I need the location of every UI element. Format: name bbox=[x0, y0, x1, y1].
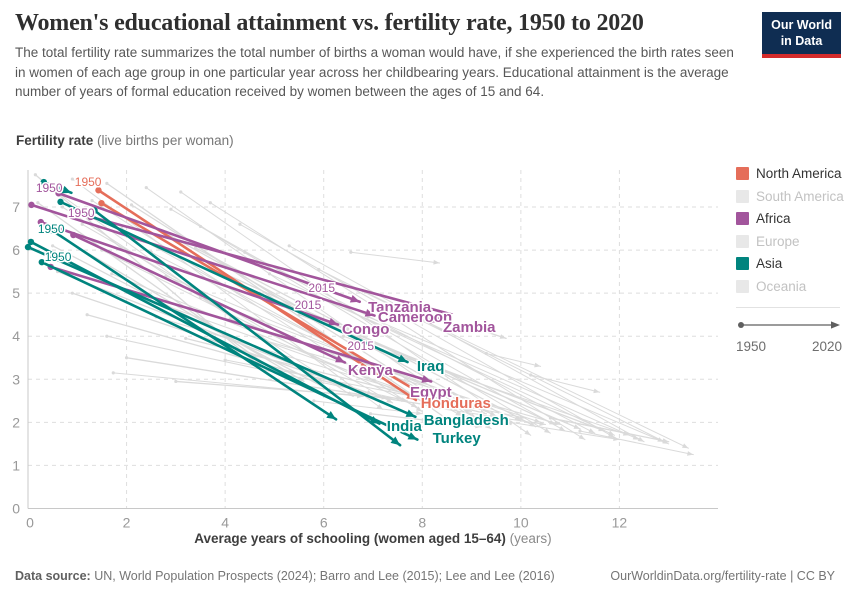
legend-label: Oceania bbox=[756, 278, 807, 294]
year-label: 1950 bbox=[45, 250, 72, 264]
country-label-india[interactable]: India bbox=[385, 416, 424, 436]
y-axis-title: Fertility rate (live births per woman) bbox=[16, 133, 234, 148]
trail-bangladesh[interactable] bbox=[24, 243, 417, 419]
y-tick-label: 7 bbox=[12, 199, 20, 215]
country-label-turkey[interactable]: Turkey bbox=[431, 428, 483, 448]
x-tick-label: 0 bbox=[26, 515, 34, 531]
timeline-end-label: 2020 bbox=[811, 338, 842, 354]
x-tick-label: 4 bbox=[221, 515, 229, 531]
x-axis-title: Average years of schooling (women aged 1… bbox=[28, 531, 718, 546]
year-label: 2015 bbox=[347, 339, 374, 353]
trail-tanzania[interactable] bbox=[55, 190, 361, 304]
year-label: 1950 bbox=[36, 181, 63, 195]
legend-swatch bbox=[736, 167, 749, 180]
y-tick-label: 5 bbox=[12, 285, 20, 301]
x-tick-label: 8 bbox=[418, 515, 426, 531]
owid-logo-line1: Our World bbox=[771, 18, 832, 32]
legend-label: Europe bbox=[756, 233, 800, 249]
x-tick-label: 12 bbox=[612, 515, 628, 531]
timeline-legend bbox=[738, 320, 840, 329]
legend-swatch bbox=[736, 279, 749, 293]
chart-subtitle: The total fertility rate summarizes the … bbox=[15, 45, 734, 99]
legend-item-south-america[interactable]: South America bbox=[736, 189, 844, 204]
country-label-zambia[interactable]: Zambia bbox=[441, 318, 497, 338]
data-source-note: Data source: UN, World Population Prospe… bbox=[15, 569, 555, 583]
owid-logo[interactable]: Our World in Data bbox=[762, 12, 841, 59]
legend-swatch bbox=[736, 212, 749, 225]
legend-divider bbox=[736, 306, 840, 308]
year-label: 2015 bbox=[295, 298, 322, 312]
y-tick-label: 1 bbox=[12, 457, 20, 473]
country-label-kenya[interactable]: Kenya bbox=[346, 360, 395, 380]
trail-asia-unlabeled-a-[interactable] bbox=[91, 207, 402, 447]
legend-label: Africa bbox=[756, 211, 791, 226]
legend-swatch bbox=[736, 234, 749, 248]
trail-north-america-unlabeled-[interactable] bbox=[98, 199, 428, 410]
data-source-label: Data source: bbox=[15, 569, 91, 583]
y-tick-label: 6 bbox=[12, 242, 20, 258]
owid-logo-line2: in Data bbox=[780, 33, 823, 48]
timeline-labels: 1950 2020 bbox=[736, 339, 842, 354]
legend-item-africa[interactable]: Africa bbox=[736, 211, 844, 226]
chart-header: Women's educational attainment vs. ferti… bbox=[15, 10, 765, 101]
legend-label: North America bbox=[756, 166, 842, 181]
legend-label: South America bbox=[756, 188, 844, 204]
y-tick-label: 2 bbox=[12, 414, 20, 430]
legend-item-europe[interactable]: Europe bbox=[736, 234, 844, 249]
legend-swatch bbox=[736, 257, 749, 270]
x-axis-title-note: (years) bbox=[509, 531, 552, 546]
highlighted-trails bbox=[24, 178, 454, 447]
year-label: 1950 bbox=[68, 206, 95, 220]
footer-link[interactable]: OurWorldinData.org/fertility-rate | CC B… bbox=[610, 569, 835, 583]
legend-item-north-america[interactable]: North America bbox=[736, 166, 844, 181]
trail-asia-stub-[interactable] bbox=[40, 178, 73, 195]
page-title: Women's educational attainment vs. ferti… bbox=[15, 10, 644, 36]
chart-footer: Data source: UN, World Population Prospe… bbox=[15, 569, 835, 583]
year-label: 1950 bbox=[75, 175, 102, 189]
country-label-iraq[interactable]: Iraq bbox=[415, 356, 446, 376]
x-tick-label: 10 bbox=[513, 515, 529, 531]
timeline-start-label: 1950 bbox=[736, 338, 767, 354]
legend-label: Asia bbox=[756, 256, 783, 271]
y-tick-label: 4 bbox=[12, 328, 20, 344]
country-label-bangladesh[interactable]: Bangladesh bbox=[422, 411, 510, 431]
country-label-honduras[interactable]: Honduras bbox=[419, 393, 492, 413]
country-label-congo[interactable]: Congo bbox=[340, 319, 390, 339]
country-label-egypt[interactable]: Egypt bbox=[408, 382, 453, 402]
y-axis-title-main: Fertility rate bbox=[16, 133, 94, 148]
trail-asia-unlabeled-b-[interactable] bbox=[49, 227, 338, 421]
year-label: 2015 bbox=[308, 281, 335, 295]
legend: North America South America Africa Europe As… bbox=[736, 166, 844, 354]
x-axis-title-main: Average years of schooling (women aged 1… bbox=[194, 531, 506, 546]
legend-item-asia[interactable]: Asia bbox=[736, 256, 844, 271]
data-source-text: UN, World Population Prospects (2024); B… bbox=[90, 569, 555, 583]
legend-swatch bbox=[736, 189, 749, 203]
country-label-tanzania[interactable]: Tanzania bbox=[367, 297, 434, 317]
trail-cameroon[interactable] bbox=[28, 201, 376, 317]
y-axis-title-note: (live births per woman) bbox=[97, 133, 234, 148]
legend-items: North America South America Africa Europe As… bbox=[736, 166, 844, 294]
x-tick-label: 6 bbox=[320, 515, 328, 531]
y-tick-label: 3 bbox=[12, 371, 20, 387]
y-tick-label: 0 bbox=[12, 501, 20, 517]
x-tick-label: 2 bbox=[123, 515, 131, 531]
country-label-cameroon[interactable]: Cameroon bbox=[376, 307, 453, 327]
legend-item-oceania[interactable]: Oceania bbox=[736, 279, 844, 294]
year-label: 1950 bbox=[38, 222, 65, 236]
